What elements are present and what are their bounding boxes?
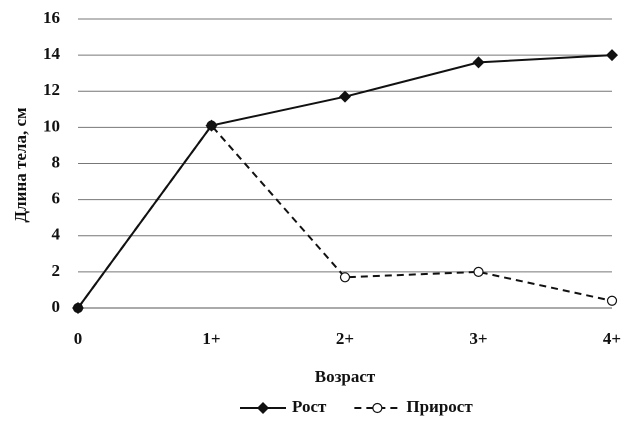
- legend-marker: [372, 402, 383, 414]
- x-tick-label: 1+: [202, 329, 220, 348]
- point: [606, 295, 618, 306]
- y-tick-label: 10: [43, 116, 60, 135]
- point: [205, 119, 218, 132]
- point: [606, 49, 618, 62]
- x-tick-label: 2+: [336, 329, 354, 348]
- x-tick-label: 4+: [603, 329, 621, 348]
- y-tick-label: 12: [43, 80, 60, 99]
- x-tick-label: 0: [74, 329, 83, 348]
- point: [472, 56, 485, 69]
- point: [473, 266, 484, 277]
- y-tick-label: 14: [43, 44, 61, 63]
- x-axis-title: Возраст: [315, 367, 376, 386]
- y-tick-label: 8: [52, 152, 61, 171]
- legend-label: Рост: [292, 397, 327, 416]
- x-tick-label: 3+: [469, 329, 487, 348]
- legend-marker: [257, 402, 269, 414]
- y-tick-label: 2: [52, 261, 61, 280]
- y-tick-label: 16: [43, 8, 60, 27]
- legend-label: Прирост: [406, 397, 473, 416]
- point: [339, 272, 351, 283]
- y-tick-label: 6: [52, 189, 61, 208]
- y-tick-label: 0: [52, 297, 61, 316]
- y-tick-label: 4: [52, 225, 61, 244]
- point: [339, 90, 351, 103]
- y-axis-title: Длина тела, см: [11, 107, 30, 223]
- point: [72, 302, 84, 314]
